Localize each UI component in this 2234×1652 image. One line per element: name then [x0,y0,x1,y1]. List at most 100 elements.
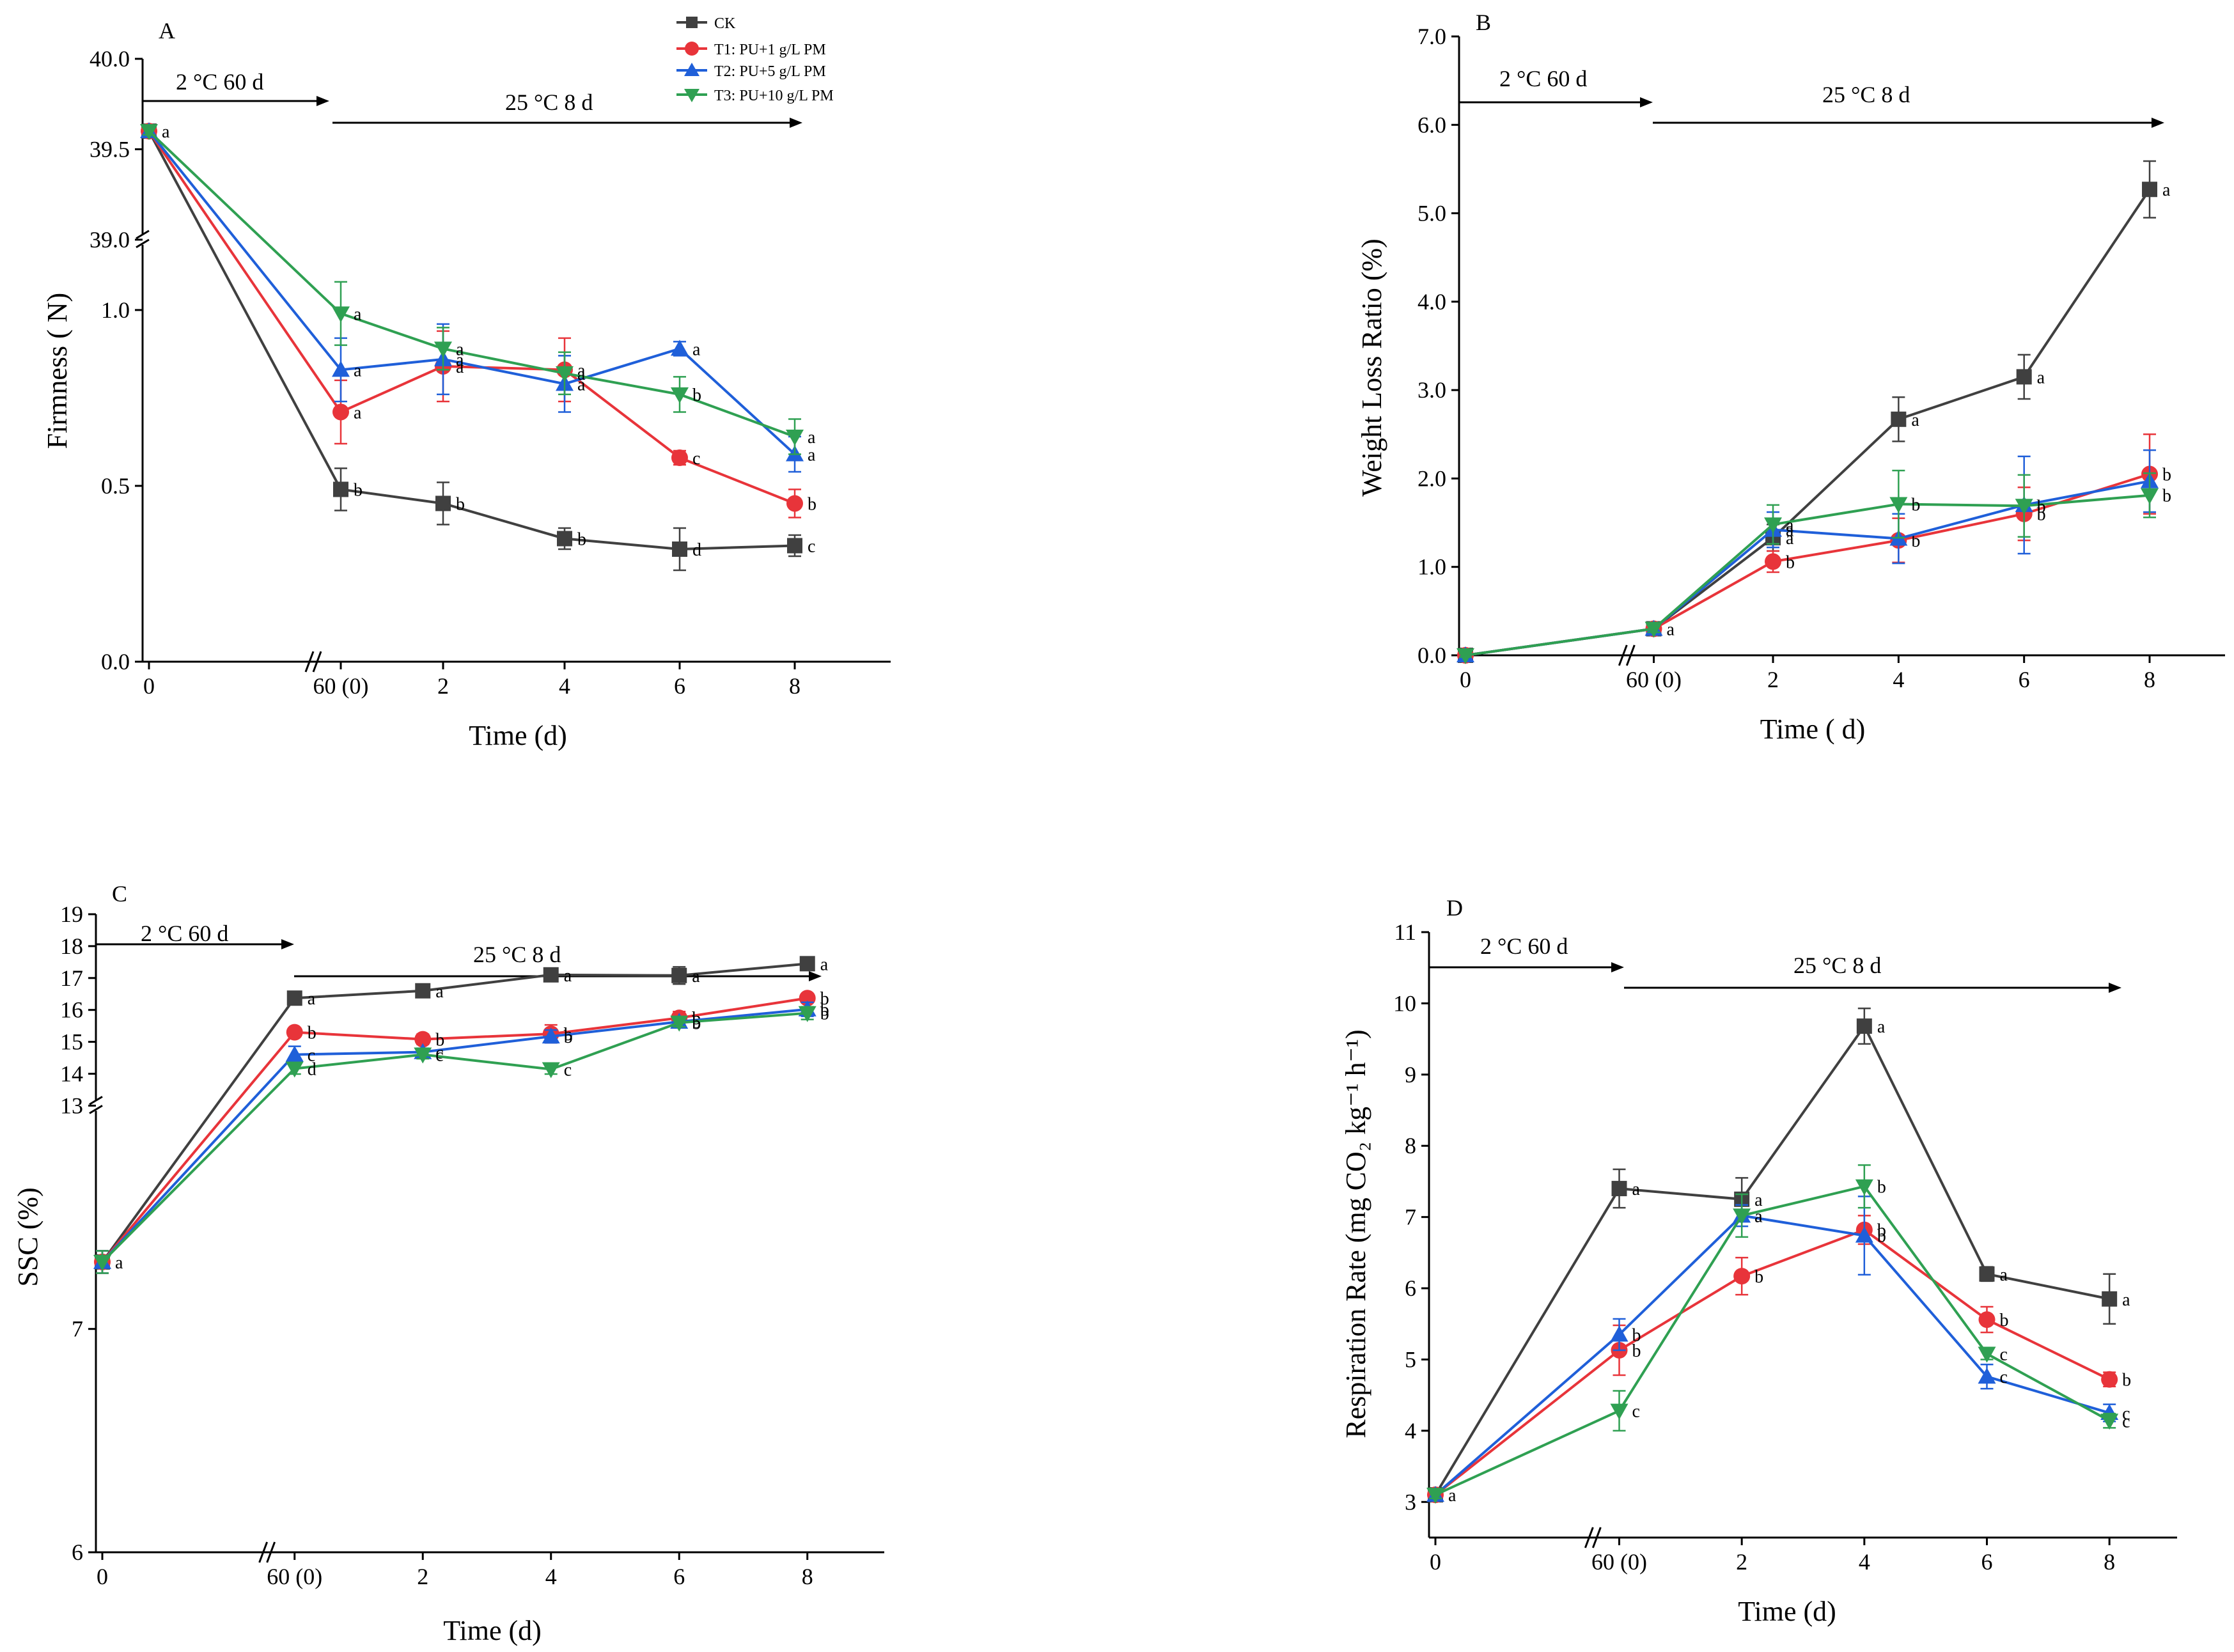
panel-b-series-t1-point [1765,553,1782,570]
legend-item-t3: T3: PU+10 g/L PM [676,88,834,104]
panel-c-series-t2-sig-label: b [820,1001,829,1020]
panel-c-warm-arrowhead [809,971,822,981]
panel-b-series-t1-sig-label: b [1911,531,1920,551]
panel-d-cold-label: 2 °C 60 d [1480,933,1568,959]
panel-d-series-t2-point [1610,1325,1629,1342]
panel-b-series-t3-sig-label: b [2162,487,2171,506]
panel-a-series-ck-point [787,538,802,554]
panel-a-series-t3-point [434,341,452,358]
panel-d-y-tick-label: 6 [1405,1275,1416,1301]
panel-c-series-ck-point [286,990,302,1006]
panel-d-y-tick-label: 5 [1405,1346,1416,1372]
panel-a-series-ck-line [148,130,795,550]
panel-d-series-t3-sig-label: a [1754,1206,1763,1226]
panel-c-series-t2-sig-label: c [308,1046,315,1066]
panel-d-cold-arrowhead [1611,962,1624,972]
panel-d-series-t2-line [1434,1214,2110,1496]
panel-c-x-tick-label: 8 [802,1564,813,1589]
panel-b-x-tick-label: 4 [1893,667,1904,692]
panel-a-series-ck-sig-label: d [692,540,701,560]
panel-d-x-tick-label: 4 [1859,1549,1870,1575]
panel-a-y-tick-label: 0.5 [101,473,130,499]
panel-b-xlabel: Time ( d) [1760,713,1866,745]
panel-c-y-tick-label: 14 [60,1061,83,1087]
panel-d-x-break-mark [1591,1527,1602,1548]
panel-d-series-t2-point [1855,1226,1873,1243]
panel-c-y-tick-label: 15 [60,1029,83,1055]
panel-d-series-t1-point [1978,1311,1996,1329]
panel-a-x-break-mark [312,651,322,673]
panel-a-ylabel: Firmness ( N) [42,293,73,449]
panel-d-series-t3-sig-label: b [1877,1178,1886,1197]
panel-c-series-t3-point [93,1254,111,1271]
panel-a-y-tick-label: 40.0 [90,46,130,72]
panel-b-cold-arrowhead [1640,97,1653,107]
panel-b-y-tick-label: 5.0 [1418,201,1446,226]
panel-a-x-tick-label: 4 [559,673,570,699]
panel-b-y-tick-label: 6.0 [1418,112,1446,137]
panel-d-series-t1-sig-label: b [2000,1311,2009,1330]
panel-d-y-tick-label: 3 [1405,1489,1416,1515]
panel-a-series-t3-sig-label: a [354,304,362,324]
panel-a-series-t1-point [332,403,349,421]
panel-d-series-t1-sig-label: b [1632,1341,1641,1361]
panel-d-series-t2-sig-label: c [2122,1404,2130,1424]
panel-c-series-ck-point [415,983,431,999]
panel-b-ylabel: Weight Loss Ratio (%) [1356,238,1387,496]
panel-b-series-ck-point [2016,369,2032,385]
panel-d-y-tick-label: 10 [1393,990,1416,1016]
legend-label-t1: T1: PU+1 g/L PM [714,42,826,58]
panel-b-series-t3-point [2015,499,2033,515]
panel-a-series-t2-line [148,130,796,455]
panel-d-series-ck-point [1979,1266,1995,1282]
panel-b-x-tick-label: 8 [2144,667,2155,692]
panel-b-series-ck-point [2142,182,2158,198]
legend-marker-t3 [684,89,699,102]
panel-c-series-ck-sig-label: a [820,955,829,974]
panel-d-series-t3-point [1733,1208,1751,1225]
legend-label-ck: CK [714,15,736,32]
panel-a-x-break-mark [304,651,315,673]
panel-a-series-t3-point [332,306,350,323]
panel-c-y-tick-label: 18 [60,933,83,959]
panel-d-x-tick-label: 60 (0) [1591,1549,1647,1575]
panel-d-series-t3-sig-label: c [1632,1402,1640,1422]
panel-d-series-t2: b a b c c [1426,1196,2130,1502]
panel-d-series-t2-sig-label: b [1877,1227,1886,1247]
panel-c-series-t2-point [285,1045,304,1062]
panel-a-y-tick-label: 0.0 [101,649,130,674]
panel-c-series-ck-line [101,962,808,1263]
panel-d-series-t1-sig-label: b [1754,1267,1763,1287]
panel-a-series-t3-point [671,387,689,403]
panel-a-x-tick-label: 60 (0) [313,673,369,699]
panel-c-series-t3-point [414,1047,432,1064]
panel-d-series-ck-sig-label: a [2000,1265,2008,1285]
panel-a-series-t3-sig-label: a [808,428,816,448]
panel-a-series-t2-point [671,339,689,356]
panel-a-series-ck-sig-label: c [808,536,815,556]
panel-c-y-tick-label: 17 [60,965,83,991]
panel-c-x-tick-label: 60 (0) [267,1564,322,1589]
panel-a-series-ck-sig-label: a [162,122,170,142]
panel-a-series-t2-sig-label: a [456,350,464,370]
panel-b-warm-label: 25 °C 8 d [1822,82,1910,107]
panel-d-series-t1-point [1733,1268,1751,1285]
panel-b-series-t3-point [1457,648,1474,664]
panel-d-xlabel: Time (d) [1738,1596,1836,1627]
panel-c-series-t1-point [414,1031,432,1048]
panel-b-x-break-mark [1625,644,1636,666]
panel-c-series-t3-sig-label: c [564,1061,572,1080]
panel-a: A 2 °C 60 d 25 °C 8 d Firmness ( N) Time… [42,18,593,751]
panel-d-series-ck-point [2102,1291,2118,1307]
panel-a-series-t3-line [148,130,795,438]
panel-c-x-break-mark [258,1541,269,1563]
panel-c-series-t3-line [101,1011,808,1263]
legend-marker-t1 [685,42,699,56]
panel-c-y-tick-label: 16 [60,997,83,1023]
panel-a-y-tick-label: 1.0 [101,297,130,323]
